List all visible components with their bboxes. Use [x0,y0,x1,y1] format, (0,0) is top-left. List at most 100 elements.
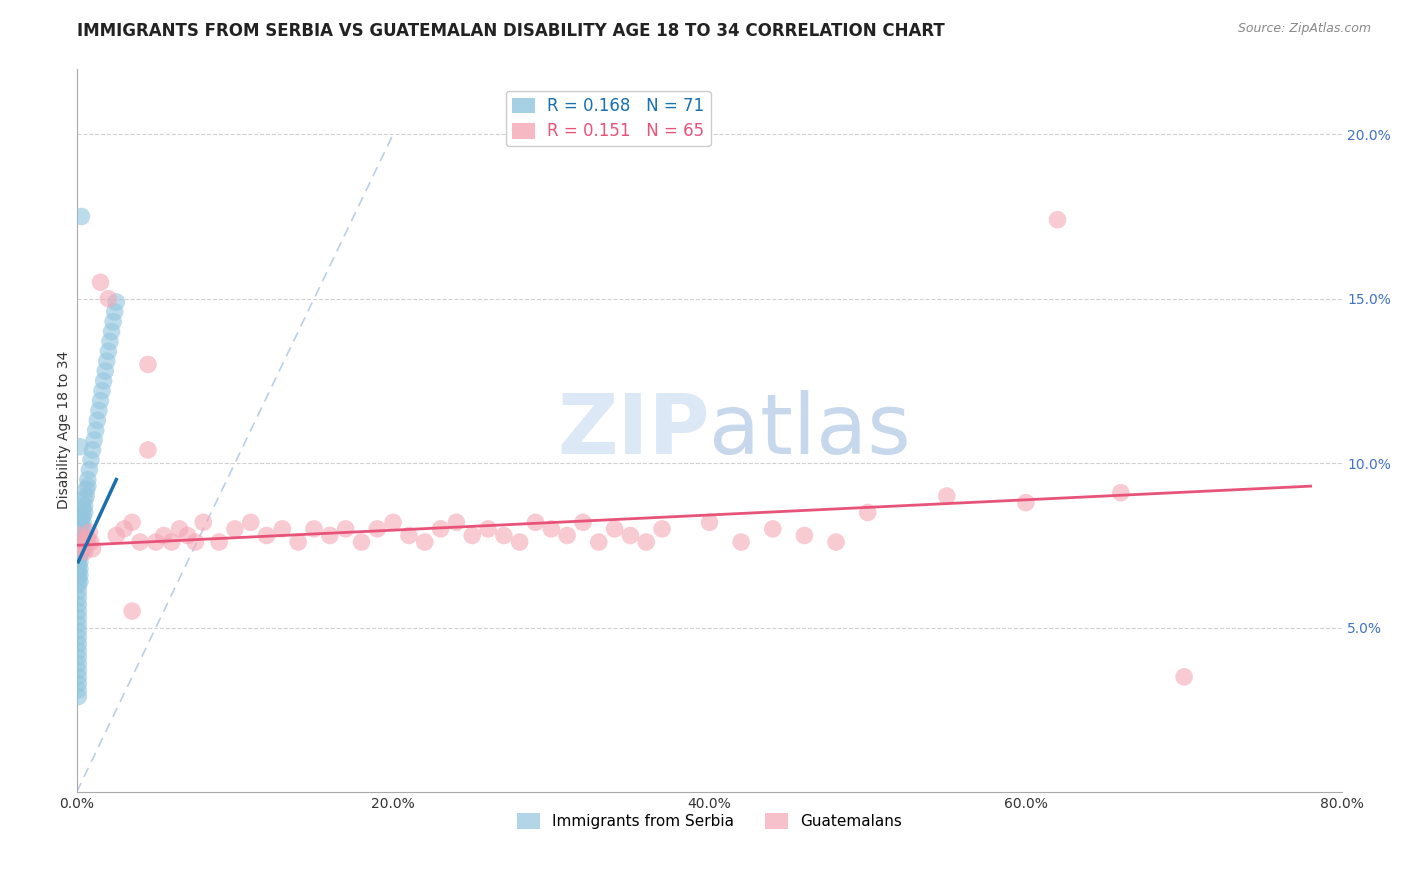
Point [73,492,96,507]
Point [70,210,93,224]
Point [152,528,174,542]
Point [67,683,90,698]
Point [67,551,90,566]
Point [70,545,93,559]
Point [80,535,103,549]
Point [82,442,104,457]
Point [105,528,128,542]
Point [69,568,91,582]
Point [572,516,595,530]
Point [86,413,108,427]
Point [76,532,98,546]
Point [302,522,325,536]
Point [1109,485,1132,500]
Point [67,657,90,671]
Point [67,650,90,665]
Point [184,535,207,549]
Point [70,532,93,546]
Point [136,442,159,457]
Text: Source: ZipAtlas.com: Source: ZipAtlas.com [1237,22,1371,36]
Point [67,571,90,585]
Point [67,538,90,552]
Text: IMMIGRANTS FROM SERBIA VS GUATEMALAN DISABILITY AGE 18 TO 34 CORRELATION CHART: IMMIGRANTS FROM SERBIA VS GUATEMALAN DIS… [77,22,945,40]
Point [69,528,91,542]
Point [69,548,91,562]
Point [100,325,122,339]
Point [69,561,91,575]
Point [67,670,90,684]
Point [69,541,91,556]
Point [89,393,111,408]
Point [70,518,93,533]
Point [224,522,246,536]
Point [69,574,91,589]
Point [208,535,231,549]
Point [176,528,198,542]
Point [169,522,191,536]
Point [69,535,91,549]
Point [67,598,90,612]
Point [429,522,451,536]
Legend: Immigrants from Serbia, Guatemalans: Immigrants from Serbia, Guatemalans [510,806,908,835]
Point [89,275,111,289]
Point [335,522,357,536]
Point [105,295,128,310]
Point [271,522,294,536]
Point [935,489,957,503]
Point [97,292,120,306]
Point [75,538,97,552]
Point [69,522,91,536]
Point [76,473,98,487]
Point [145,535,167,549]
Point [699,516,721,530]
Point [193,516,215,530]
Point [75,483,97,497]
Point [67,643,90,657]
Point [67,584,90,599]
Point [73,505,96,519]
Point [69,440,91,454]
Point [136,358,159,372]
Point [121,604,143,618]
Point [67,604,90,618]
Point [93,374,115,388]
Point [67,631,90,645]
Point [1046,212,1069,227]
Point [87,403,110,417]
Point [67,532,90,546]
Point [555,528,578,542]
Point [79,525,101,540]
Point [84,423,107,437]
Point [73,499,96,513]
Y-axis label: Disability Age 18 to 34: Disability Age 18 to 34 [58,351,72,509]
Point [69,528,91,542]
Point [67,663,90,677]
Point [67,591,90,605]
Point [603,522,626,536]
Point [104,305,127,319]
Point [70,512,93,526]
Point [509,535,531,549]
Point [730,535,752,549]
Point [76,479,98,493]
Point [67,676,90,690]
Point [70,535,93,549]
Point [129,535,152,549]
Point [446,516,468,530]
Point [67,545,90,559]
Point [67,610,90,624]
Point [69,555,91,569]
Point [540,522,562,536]
Point [67,624,90,638]
Point [82,541,104,556]
Text: ZIP: ZIP [557,390,710,471]
Point [1015,495,1038,509]
Point [98,334,121,349]
Point [67,578,90,592]
Point [239,516,262,530]
Point [636,535,658,549]
Point [79,463,101,477]
Point [72,502,94,516]
Point [83,433,105,447]
Point [67,637,90,651]
